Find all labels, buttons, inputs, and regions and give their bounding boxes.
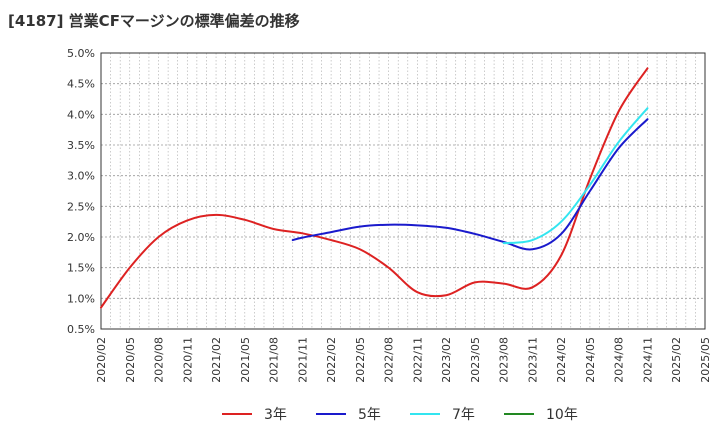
legend-label-1: 5年 bbox=[358, 407, 381, 423]
y-tick-label: 2.5% bbox=[67, 200, 95, 213]
y-tick-label: 1.5% bbox=[67, 262, 95, 275]
series-line-2 bbox=[502, 107, 649, 245]
x-tick-label: 2023/05 bbox=[469, 337, 482, 383]
x-tick-label: 2024/02 bbox=[555, 337, 568, 383]
x-tick-label: 2021/05 bbox=[239, 337, 252, 383]
x-tick-label: 2024/08 bbox=[613, 337, 626, 383]
y-tick-label: 2.0% bbox=[67, 231, 95, 244]
x-tick-label: 2025/02 bbox=[670, 337, 683, 383]
chart-title: [4187] 営業CFマージンの標準偏差の推移 bbox=[8, 12, 300, 30]
grid bbox=[101, 53, 705, 329]
x-tick-label: 2024/11 bbox=[641, 337, 654, 383]
x-tick-label: 2023/08 bbox=[498, 337, 511, 383]
y-tick-label: 0.5% bbox=[67, 323, 95, 336]
y-tick-label: 4.0% bbox=[67, 108, 95, 121]
x-tick-label: 2025/05 bbox=[699, 337, 712, 383]
legend: 3年 5年 7年 10年 bbox=[222, 407, 578, 423]
y-tick-label: 5.0% bbox=[67, 47, 95, 60]
x-tick-label: 2022/02 bbox=[325, 337, 338, 383]
x-tick-label: 2021/11 bbox=[296, 337, 309, 383]
x-tick-label: 2021/08 bbox=[268, 337, 281, 383]
x-tick-label: 2022/11 bbox=[411, 337, 424, 383]
axes: 0.5% 1.0% 1.5% 2.0% 2.5% 3.0% 3.5% 4.0% 4.5% 5.0%… bbox=[67, 47, 712, 383]
x-tick-label: 2023/11 bbox=[526, 337, 539, 383]
y-tick-label: 4.5% bbox=[67, 78, 95, 91]
legend-label-0: 3年 bbox=[264, 407, 287, 423]
y-tick-label: 1.0% bbox=[67, 292, 95, 305]
x-tick-label: 2021/02 bbox=[210, 337, 223, 383]
x-tick-label: 2020/11 bbox=[181, 337, 194, 383]
legend-label-3: 10年 bbox=[546, 407, 578, 423]
series-lines bbox=[100, 67, 649, 309]
x-tick-label: 2020/02 bbox=[95, 337, 108, 383]
x-tick-label: 2020/08 bbox=[153, 337, 166, 383]
x-tick-label: 2024/05 bbox=[584, 337, 597, 383]
series-line-1 bbox=[291, 118, 649, 251]
series-line-0 bbox=[100, 67, 649, 309]
legend-label-2: 7年 bbox=[452, 407, 475, 423]
x-tick-label: 2020/05 bbox=[124, 337, 137, 383]
plot-frame bbox=[100, 52, 706, 330]
x-tick-label: 2022/05 bbox=[354, 337, 367, 383]
y-tick-label: 3.5% bbox=[67, 139, 95, 152]
x-tick-label: 2023/02 bbox=[440, 337, 453, 383]
x-tick-label: 2022/08 bbox=[383, 337, 396, 383]
y-tick-label: 3.0% bbox=[67, 170, 95, 183]
